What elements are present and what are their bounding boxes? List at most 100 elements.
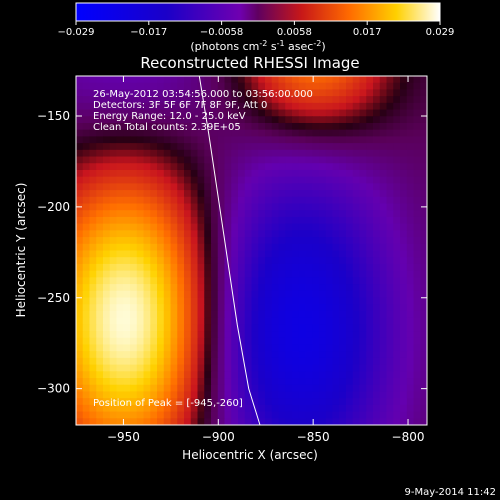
heatmap-cell [224, 351, 232, 359]
heatmap-cell [346, 404, 354, 413]
heatmap-cell [278, 270, 286, 278]
heatmap-cell [278, 304, 286, 312]
heatmap-cell [298, 82, 307, 91]
heatmap-cell [278, 391, 286, 399]
heatmap-cell [251, 391, 259, 399]
heatmap-cell [298, 398, 307, 406]
heatmap-cell [413, 176, 421, 184]
heatmap-cell [103, 149, 111, 158]
heatmap-cell [278, 196, 286, 205]
heatmap-cell [319, 263, 327, 272]
heatmap-cell [265, 371, 273, 379]
axis-ticks: −950 −900 −850 −800−150−200−250−300 [37, 76, 427, 444]
heatmap-cell [130, 82, 138, 91]
heatmap-cell [136, 263, 145, 272]
heatmap-cell [359, 317, 367, 325]
heatmap-cell [325, 230, 334, 238]
heatmap-cell [150, 418, 158, 425]
heatmap-cell [163, 371, 172, 379]
heatmap-cell [123, 391, 131, 399]
heatmap-cell [251, 143, 259, 151]
heatmap-cell [319, 357, 327, 366]
heatmap-cell [136, 364, 145, 372]
heatmap-cell [413, 96, 421, 104]
heatmap-cell [82, 223, 91, 231]
heatmap-cell [406, 176, 415, 184]
heatmap-cell [170, 237, 178, 245]
heatmap-cell [109, 290, 118, 299]
heatmap-cell [386, 344, 394, 352]
heatmap-cell [305, 196, 313, 205]
heatmap-cell [96, 378, 104, 386]
heatmap-cell [157, 122, 165, 131]
heatmap-cell [346, 344, 354, 352]
heatmap-cell [298, 270, 307, 278]
heatmap-cell [163, 109, 172, 117]
heatmap-cell [265, 89, 273, 97]
heatmap-cell [346, 156, 354, 164]
heatmap-cell [184, 398, 192, 406]
heatmap-cell [96, 371, 104, 379]
heatmap-cell [359, 210, 367, 218]
heatmap-cell [366, 203, 374, 211]
heatmap-cell [109, 270, 118, 278]
heatmap-cell [244, 324, 253, 332]
heatmap-cell [319, 290, 327, 299]
heatmap-cell [143, 169, 151, 178]
heatmap-cell [400, 243, 408, 252]
heatmap-cell [150, 384, 158, 393]
heatmap-cell [339, 391, 347, 399]
heatmap-cell [312, 122, 320, 131]
heatmap-cell [359, 384, 367, 393]
heatmap-cell [116, 324, 124, 332]
heatmap-cell [406, 384, 415, 393]
heatmap-cell [278, 250, 286, 258]
heatmap-cell [163, 156, 172, 164]
heatmap-cell [359, 122, 367, 131]
heatmap-cell [366, 196, 374, 205]
heatmap-cell [123, 270, 131, 278]
heatmap-cell [271, 324, 280, 332]
heatmap-cell [278, 398, 286, 406]
heatmap-cell [217, 371, 226, 379]
annotation-detectors: Detectors: 3F 5F 6F 7F 8F 9F, Att 0 [93, 100, 267, 111]
heatmap-cell [312, 82, 320, 91]
heatmap-cell [116, 96, 124, 104]
heatmap-cell [251, 109, 259, 117]
heatmap-cell [150, 163, 158, 171]
heatmap-cell [305, 337, 313, 346]
heatmap-cell [406, 351, 415, 359]
heatmap-cell [76, 270, 84, 278]
heatmap-cell [271, 270, 280, 278]
heatmap-cell [420, 149, 427, 158]
heatmap-cell [157, 324, 165, 332]
heatmap-cell [305, 263, 313, 272]
heatmap-cell [157, 297, 165, 305]
heatmap-cell [386, 116, 394, 124]
heatmap-cell [190, 378, 199, 386]
heatmap-cell [244, 263, 253, 272]
heatmap-cell [359, 357, 367, 366]
heatmap-cell [312, 371, 320, 379]
heatmap-cell [292, 404, 300, 413]
heatmap-cell [339, 331, 347, 339]
heatmap-cell [258, 331, 266, 339]
heatmap-cell [244, 76, 253, 84]
heatmap-cell [393, 136, 401, 144]
heatmap-cell [177, 163, 185, 171]
heatmap-cell [352, 331, 361, 339]
heatmap-cell [393, 203, 401, 211]
heatmap-cell [184, 76, 192, 84]
heatmap-cell [163, 116, 172, 124]
heatmap-cell [366, 143, 374, 151]
heatmap-cell [238, 176, 246, 184]
heatmap-cell [400, 371, 408, 379]
heatmap-cell [400, 357, 408, 366]
heatmap-cell [170, 216, 178, 225]
heatmap-cell [413, 196, 421, 205]
heatmap-cell [305, 216, 313, 225]
heatmap-cell [170, 190, 178, 198]
heatmap-cell [352, 183, 361, 191]
heatmap-cell [103, 324, 111, 332]
heatmap-cell [217, 243, 226, 252]
